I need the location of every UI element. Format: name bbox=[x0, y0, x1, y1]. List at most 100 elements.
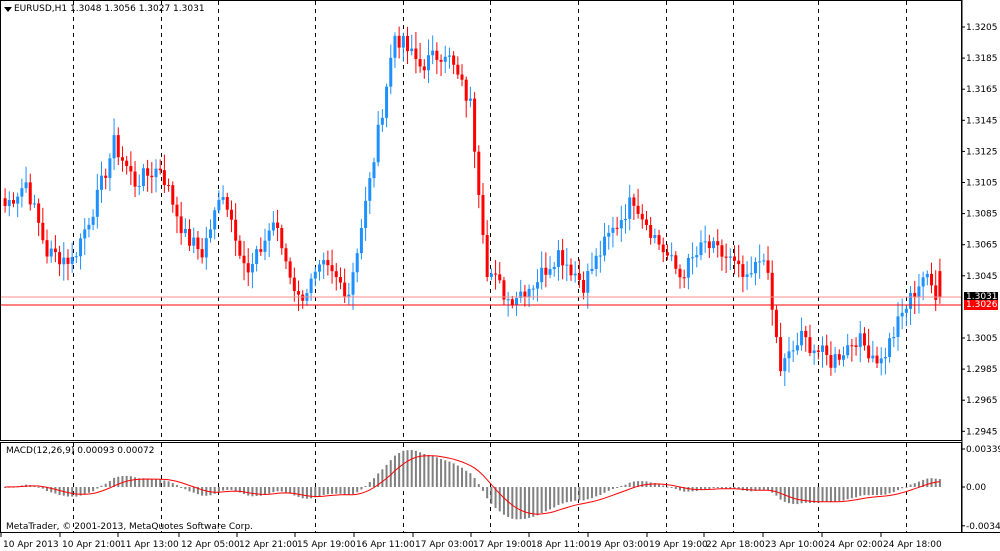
macd-title: MACD(12,26,9) 0.00093 0.00072 bbox=[6, 446, 155, 456]
candle-body bbox=[120, 157, 124, 161]
candle-body bbox=[577, 273, 581, 280]
macd-bar bbox=[909, 484, 912, 487]
macd-bar bbox=[259, 487, 262, 496]
candle-body bbox=[271, 222, 275, 231]
copyright-text: MetaTrader, © 2001-2013, MetaQuotes Soft… bbox=[6, 522, 253, 532]
macd-bar bbox=[46, 487, 49, 491]
macd-bar bbox=[167, 481, 170, 487]
candle-body bbox=[565, 264, 569, 266]
macd-bar bbox=[934, 478, 937, 487]
candle-body bbox=[141, 168, 145, 187]
candle-body bbox=[573, 273, 577, 276]
macd-bar bbox=[892, 487, 895, 493]
candle-body bbox=[91, 216, 95, 225]
candle-body bbox=[661, 244, 665, 253]
macd-bar bbox=[83, 487, 86, 495]
candle-body bbox=[259, 249, 263, 252]
macd-bar bbox=[129, 476, 132, 487]
macd-bar bbox=[750, 487, 753, 492]
macd-signal-line bbox=[5, 455, 940, 515]
candle-body bbox=[615, 227, 619, 229]
macd-bar bbox=[37, 486, 40, 488]
candle-body bbox=[188, 228, 192, 246]
candle-body bbox=[619, 220, 623, 229]
macd-bar bbox=[419, 452, 422, 487]
macd-bar bbox=[50, 487, 53, 493]
candle-body bbox=[422, 66, 426, 71]
candle-body bbox=[263, 240, 267, 252]
macd-bar bbox=[117, 476, 120, 487]
time-tick-label: 12 Apr 05:00 bbox=[181, 540, 240, 550]
macd-bar bbox=[268, 487, 271, 494]
candle-body bbox=[527, 288, 531, 297]
macd-bar bbox=[452, 463, 455, 487]
candle-body bbox=[934, 285, 938, 300]
macd-bar bbox=[444, 460, 447, 487]
candle-body bbox=[913, 292, 917, 298]
macd-bar bbox=[456, 465, 459, 487]
macd-bar bbox=[704, 487, 707, 490]
macd-bar bbox=[297, 487, 300, 497]
candle-body bbox=[808, 337, 812, 354]
macd-bar bbox=[829, 487, 832, 503]
macd-bar bbox=[192, 487, 195, 493]
macd-bar bbox=[108, 481, 111, 487]
candle-body bbox=[720, 245, 724, 257]
candle-body bbox=[192, 237, 196, 246]
candle-body bbox=[724, 256, 728, 258]
macd-bar bbox=[481, 487, 484, 491]
macd-bar bbox=[364, 485, 367, 487]
macd-bar bbox=[720, 487, 723, 489]
macd-bar bbox=[201, 487, 204, 496]
macd-bar bbox=[389, 460, 392, 487]
candle-body bbox=[343, 282, 347, 297]
macd-bar bbox=[440, 458, 443, 487]
time-tick-label: 10 Apr 2013 bbox=[3, 540, 59, 550]
macd-bar bbox=[876, 487, 879, 496]
macd-bar bbox=[314, 487, 317, 498]
candle-body bbox=[364, 200, 368, 229]
candle-body bbox=[904, 308, 908, 313]
candle-body bbox=[833, 354, 837, 368]
macd-bar bbox=[222, 487, 225, 491]
triangle-down-icon[interactable] bbox=[4, 7, 12, 12]
candle-body bbox=[535, 282, 539, 289]
macd-bar bbox=[880, 487, 883, 495]
candle-body bbox=[858, 333, 862, 347]
candle-body bbox=[791, 350, 795, 352]
macd-bar bbox=[461, 467, 464, 487]
candle-body bbox=[628, 197, 632, 219]
time-tick-label: 24 Apr 02:00 bbox=[824, 540, 883, 550]
macd-bar bbox=[435, 457, 438, 487]
macd-bar bbox=[737, 487, 740, 490]
macd-bar bbox=[926, 478, 929, 487]
macd-bar bbox=[519, 487, 522, 520]
macd-bar bbox=[917, 481, 920, 487]
candle-body bbox=[821, 345, 825, 352]
candle-body bbox=[209, 229, 213, 239]
candle-body bbox=[795, 345, 799, 351]
price-axis-labels: 1.3205 1.3185 1.3165 1.3145 1.3125 1.3105 1.30… bbox=[966, 23, 998, 437]
candle-body bbox=[540, 267, 544, 283]
candle-body bbox=[410, 48, 414, 52]
candle-body bbox=[921, 277, 925, 287]
macd-bar bbox=[243, 487, 246, 495]
candle-body bbox=[70, 257, 74, 264]
candle-body bbox=[682, 277, 686, 279]
macd-bar bbox=[607, 487, 610, 491]
macd-bar bbox=[850, 487, 853, 499]
macd-bar bbox=[155, 479, 158, 487]
macd-bar bbox=[540, 487, 543, 513]
macd-bar bbox=[343, 487, 346, 495]
macd-bar bbox=[465, 470, 468, 487]
candle-body bbox=[867, 345, 871, 359]
macd-bar bbox=[808, 487, 811, 504]
candle-body bbox=[691, 257, 695, 259]
macd-bar bbox=[649, 482, 652, 487]
time-tick-label: 17 Apr 03:00 bbox=[415, 540, 474, 550]
candle-body bbox=[594, 255, 598, 269]
macd-bar bbox=[674, 487, 677, 490]
candle-body bbox=[774, 309, 778, 338]
macd-bar bbox=[335, 487, 338, 494]
